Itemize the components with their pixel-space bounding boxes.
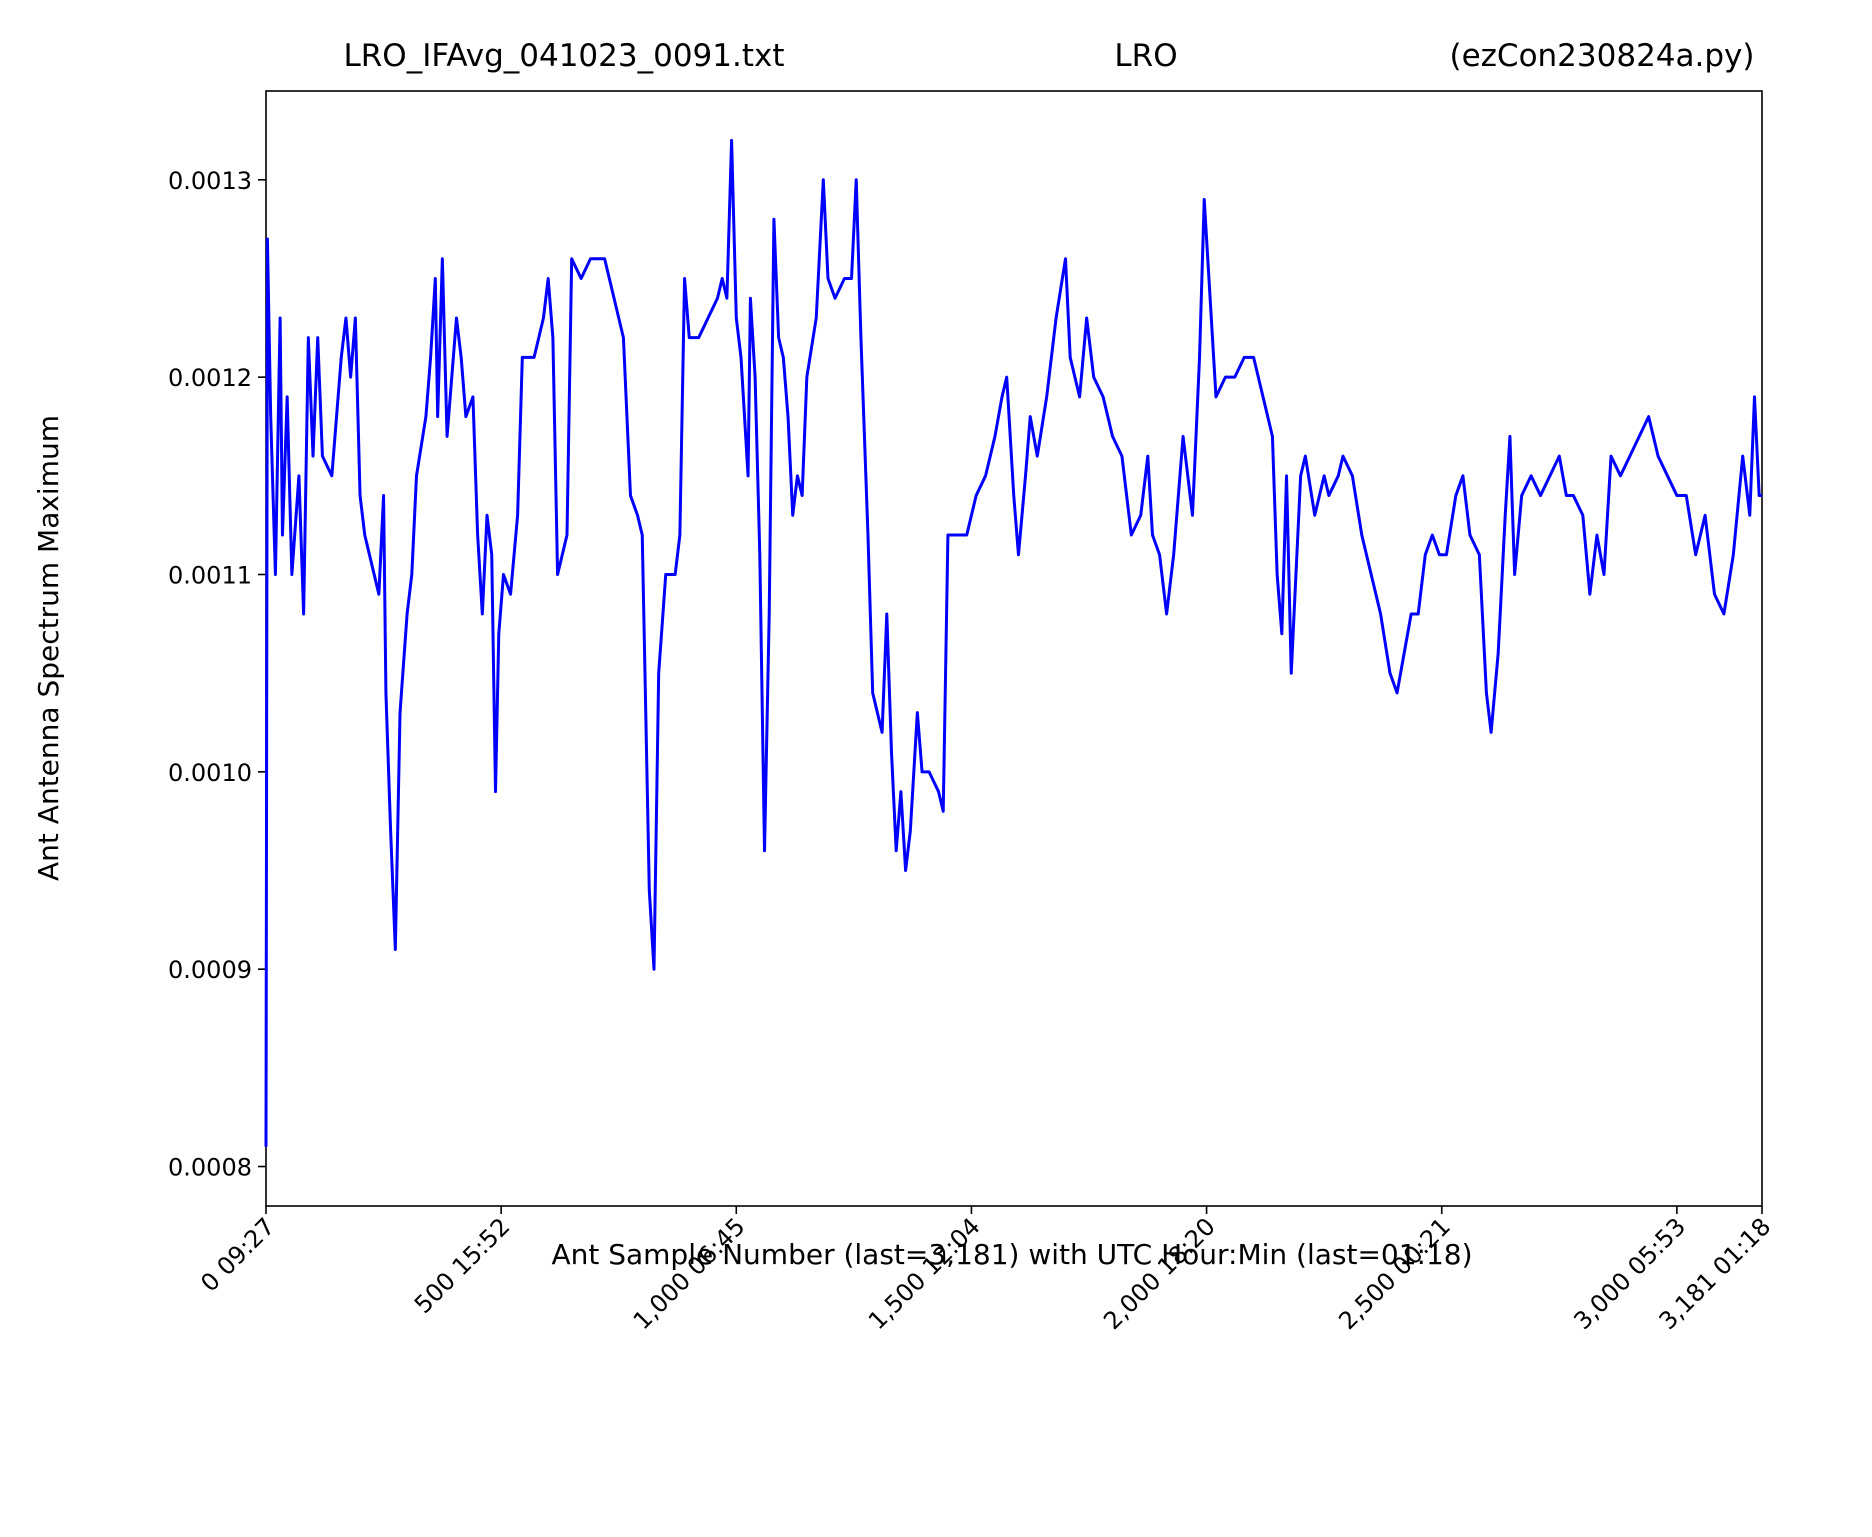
y-axis-label: Ant Antenna Spectrum Maximum — [32, 415, 65, 881]
chart-title: (ezCon230824a.py) — [1449, 38, 1754, 74]
chart-title: LRO — [1114, 38, 1177, 74]
chart-title: LRO_IFAvg_041023_0091.txt — [344, 38, 785, 74]
y-tick-label: 0.0011 — [168, 561, 252, 589]
y-tick-label: 0.0012 — [168, 364, 252, 392]
x-tick-label: 2,000 18:20 — [1098, 1212, 1221, 1335]
y-tick-label: 0.0013 — [168, 167, 252, 195]
x-tick-label: 0 09:27 — [195, 1212, 280, 1297]
y-tick-label: 0.0008 — [168, 1154, 252, 1182]
x-tick-label: 1,500 12:04 — [863, 1212, 986, 1335]
x-axis-label: Ant Sample Number (last=3,181) with UTC … — [551, 1238, 1472, 1271]
x-tick-label: 1,000 06:45 — [628, 1212, 751, 1335]
plot-frame — [265, 90, 1763, 1207]
x-tick-label: 2,500 00:21 — [1333, 1212, 1456, 1335]
data-line — [264, 138, 1762, 1147]
y-tick-label: 0.0009 — [168, 956, 252, 984]
y-tick-label: 0.0010 — [168, 759, 252, 787]
x-tick-label: 500 15:52 — [409, 1212, 515, 1318]
